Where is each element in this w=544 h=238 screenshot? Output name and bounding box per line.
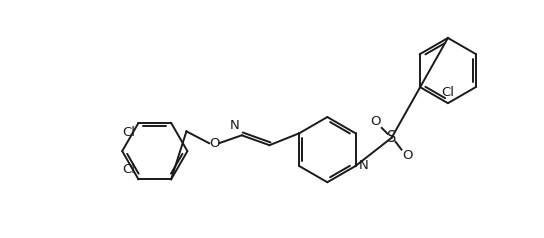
Text: Cl: Cl: [441, 86, 454, 99]
Text: O: O: [370, 115, 381, 129]
Text: O: O: [402, 149, 413, 162]
Text: O: O: [209, 137, 219, 150]
Text: Cl: Cl: [122, 164, 135, 176]
Text: S: S: [387, 130, 396, 145]
Text: N: N: [358, 159, 368, 173]
Text: N: N: [230, 119, 240, 132]
Text: Cl: Cl: [122, 126, 135, 139]
